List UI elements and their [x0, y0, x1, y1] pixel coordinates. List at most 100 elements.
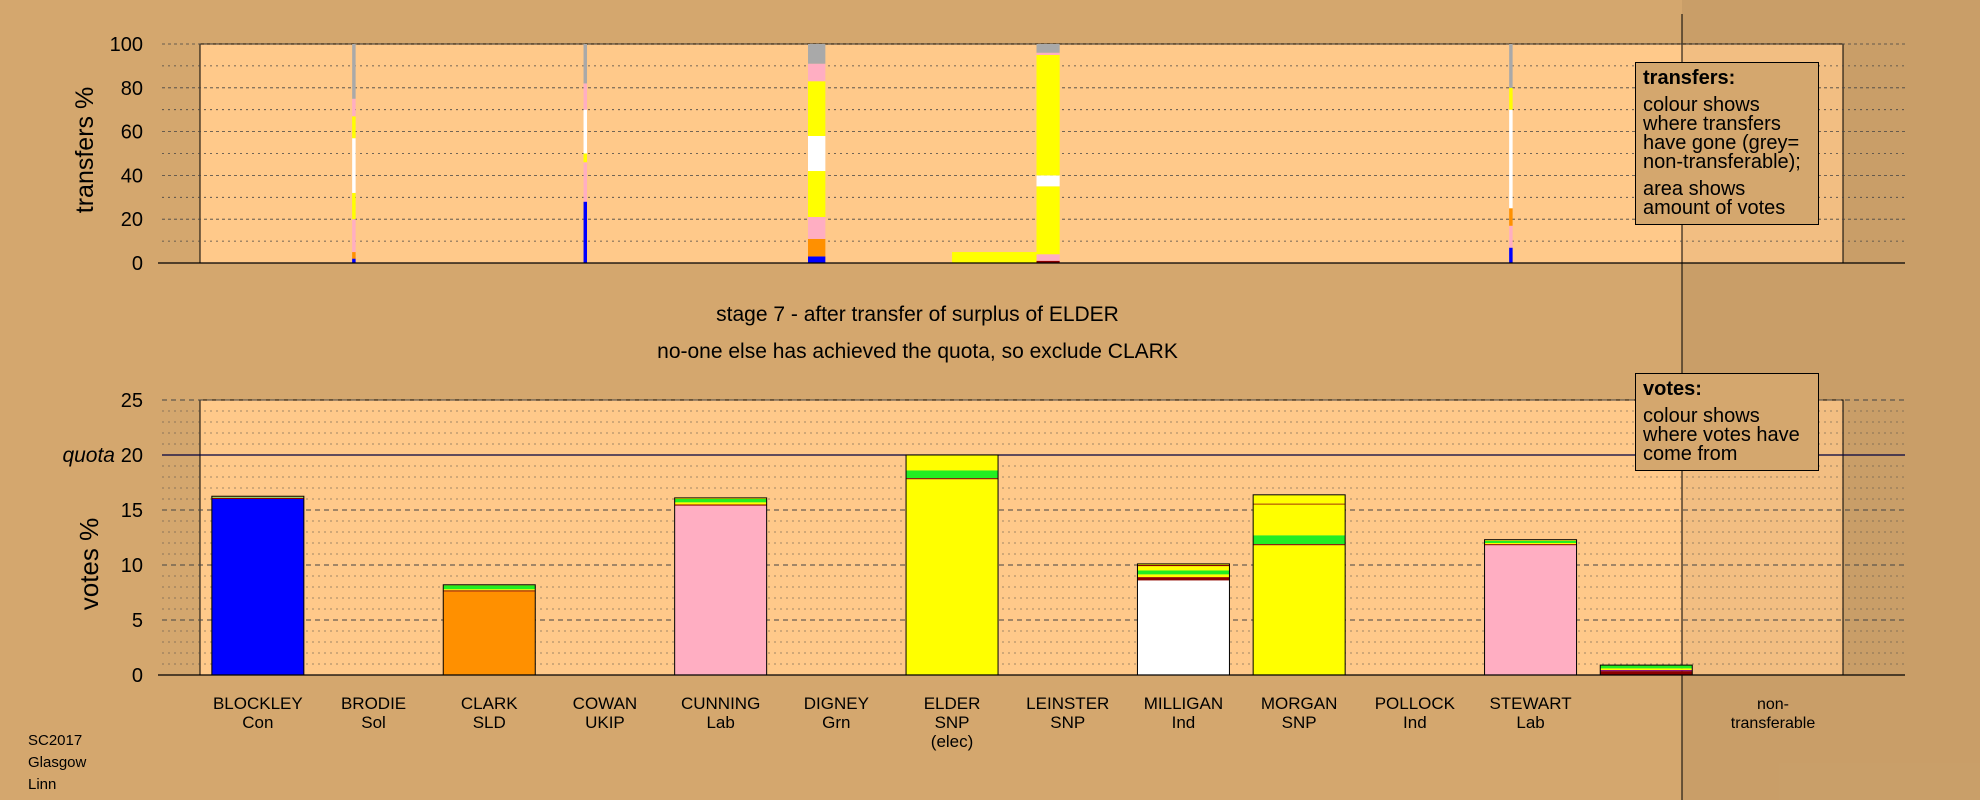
vote-segment [674, 499, 767, 503]
transfer-segment [808, 171, 826, 218]
transfers-legend-line2: area shows amount of votes [1643, 178, 1786, 219]
votes-legend-heading: votes: [1643, 378, 1702, 400]
transfer-segment [583, 109, 588, 154]
transfer-segment [808, 238, 826, 257]
category-name-label: DIGNEY [804, 694, 869, 713]
vote-segment [906, 478, 999, 480]
transfer-segment [352, 192, 356, 220]
transfers-legend-line1: colour shows where transfers have gone (… [1643, 94, 1801, 173]
vote-segment [1137, 570, 1230, 575]
category-name-label: COWAN [573, 694, 638, 713]
vote-segment [443, 589, 536, 591]
category-party-label: Ind [1172, 713, 1196, 732]
category-name-label: STEWART [1489, 694, 1571, 713]
transfer-segment [583, 44, 588, 84]
bottom-y-tick-label: 5 [132, 610, 143, 632]
category-name-label: LEINSTER [1026, 694, 1109, 713]
transfer-segment [808, 256, 826, 263]
vote-segment [1137, 580, 1230, 675]
transfer-segment [352, 116, 356, 139]
transfer-segment [1509, 109, 1513, 209]
transfer-segment [1036, 44, 1060, 53]
vote-segment [674, 505, 767, 675]
category-party-label: Con [242, 713, 273, 732]
transfer-segment [583, 153, 588, 163]
bottom-y-axis-title: votes % [74, 518, 104, 611]
vote-segment [443, 585, 536, 590]
vote-segment [674, 497, 767, 499]
vote-segment [1253, 544, 1346, 546]
transfer-segment [1509, 87, 1513, 110]
transfers-legend-box: transfers: colour shows where transfers … [1635, 62, 1819, 225]
category-name-label: BRODIE [341, 694, 406, 713]
category-name-label: BLOCKLEY [213, 694, 303, 713]
vote-segment [674, 504, 767, 506]
transfer-segment [808, 217, 826, 239]
transfer-segment [808, 63, 826, 82]
top-y-tick-label: 80 [121, 78, 143, 100]
vote-segment [674, 502, 767, 505]
vote-segment [1137, 577, 1230, 581]
category-name-label: POLLOCK [1375, 694, 1456, 713]
bottom-y-tick-label: 25 [121, 390, 143, 412]
top-y-axis-title: transfers % [71, 87, 99, 213]
category-party-label: Grn [822, 713, 850, 732]
vote-segment [1137, 563, 1230, 565]
transfer-segment [1036, 186, 1060, 255]
vote-segment [1484, 539, 1577, 541]
quota-label: quota [62, 444, 115, 467]
vote-segment [1484, 540, 1577, 543]
top-y-tick-label: 40 [121, 165, 143, 187]
vote-segment [1253, 535, 1346, 545]
vote-segment [211, 497, 304, 499]
top-y-tick-label: 0 [132, 253, 143, 275]
transfer-segment [1509, 225, 1513, 248]
vote-segment [1253, 494, 1346, 504]
transfer-segment [1036, 52, 1060, 55]
source-note-line3: Linn [28, 776, 57, 793]
category-party-label: Sol [361, 713, 386, 732]
transfer-segment [1036, 54, 1060, 176]
top-y-tick-label: 20 [121, 209, 143, 231]
transfer-segment [583, 162, 588, 202]
top-y-tick-label: 100 [110, 34, 143, 56]
bottom-y-tick-label: 10 [121, 555, 143, 577]
vote-segment [1600, 665, 1693, 669]
stage-subtitle: no-one else has achieved the quota, so e… [657, 340, 1178, 363]
vote-segment [906, 455, 999, 471]
transfer-segment [352, 258, 356, 263]
transfers-legend-heading: transfers: [1643, 67, 1736, 89]
category-party-label: Ind [1403, 713, 1427, 732]
transfer-segment [352, 219, 356, 253]
category-party-label: UKIP [585, 713, 625, 732]
vote-segment [1253, 503, 1346, 505]
transfer-segment [583, 83, 588, 110]
vote-segment [211, 499, 304, 675]
category-party-label: SNP [935, 713, 970, 732]
source-note-line1: SC2017 [28, 732, 83, 749]
source-note-line2: Glasgow [28, 754, 87, 771]
bottom-y-tick-label: 15 [121, 500, 143, 522]
category-party-label: Lab [1516, 713, 1544, 732]
vote-segment [211, 496, 304, 498]
vote-segment [1600, 670, 1693, 672]
category-party-label: SNP [1282, 713, 1317, 732]
transfer-segment [1036, 260, 1060, 263]
top-y-tick-label: 60 [121, 122, 143, 144]
transfer-segment [808, 44, 826, 64]
category-party-label: SNP [1050, 713, 1085, 732]
category-party-label: transferable [1731, 715, 1816, 732]
category-name-label: MORGAN [1261, 694, 1338, 713]
transfer-segment [583, 201, 588, 263]
vote-segment [1484, 544, 1577, 546]
bottom-y-tick-label: 20 [121, 445, 143, 467]
vote-segment [443, 591, 536, 675]
category-party-label: SLD [473, 713, 506, 732]
vote-segment [1137, 574, 1230, 578]
vote-segment [211, 497, 304, 498]
category-name-label: non- [1757, 696, 1789, 713]
transfer-segment [352, 138, 356, 193]
vote-segment [443, 590, 536, 592]
transfer-segment [352, 44, 356, 99]
